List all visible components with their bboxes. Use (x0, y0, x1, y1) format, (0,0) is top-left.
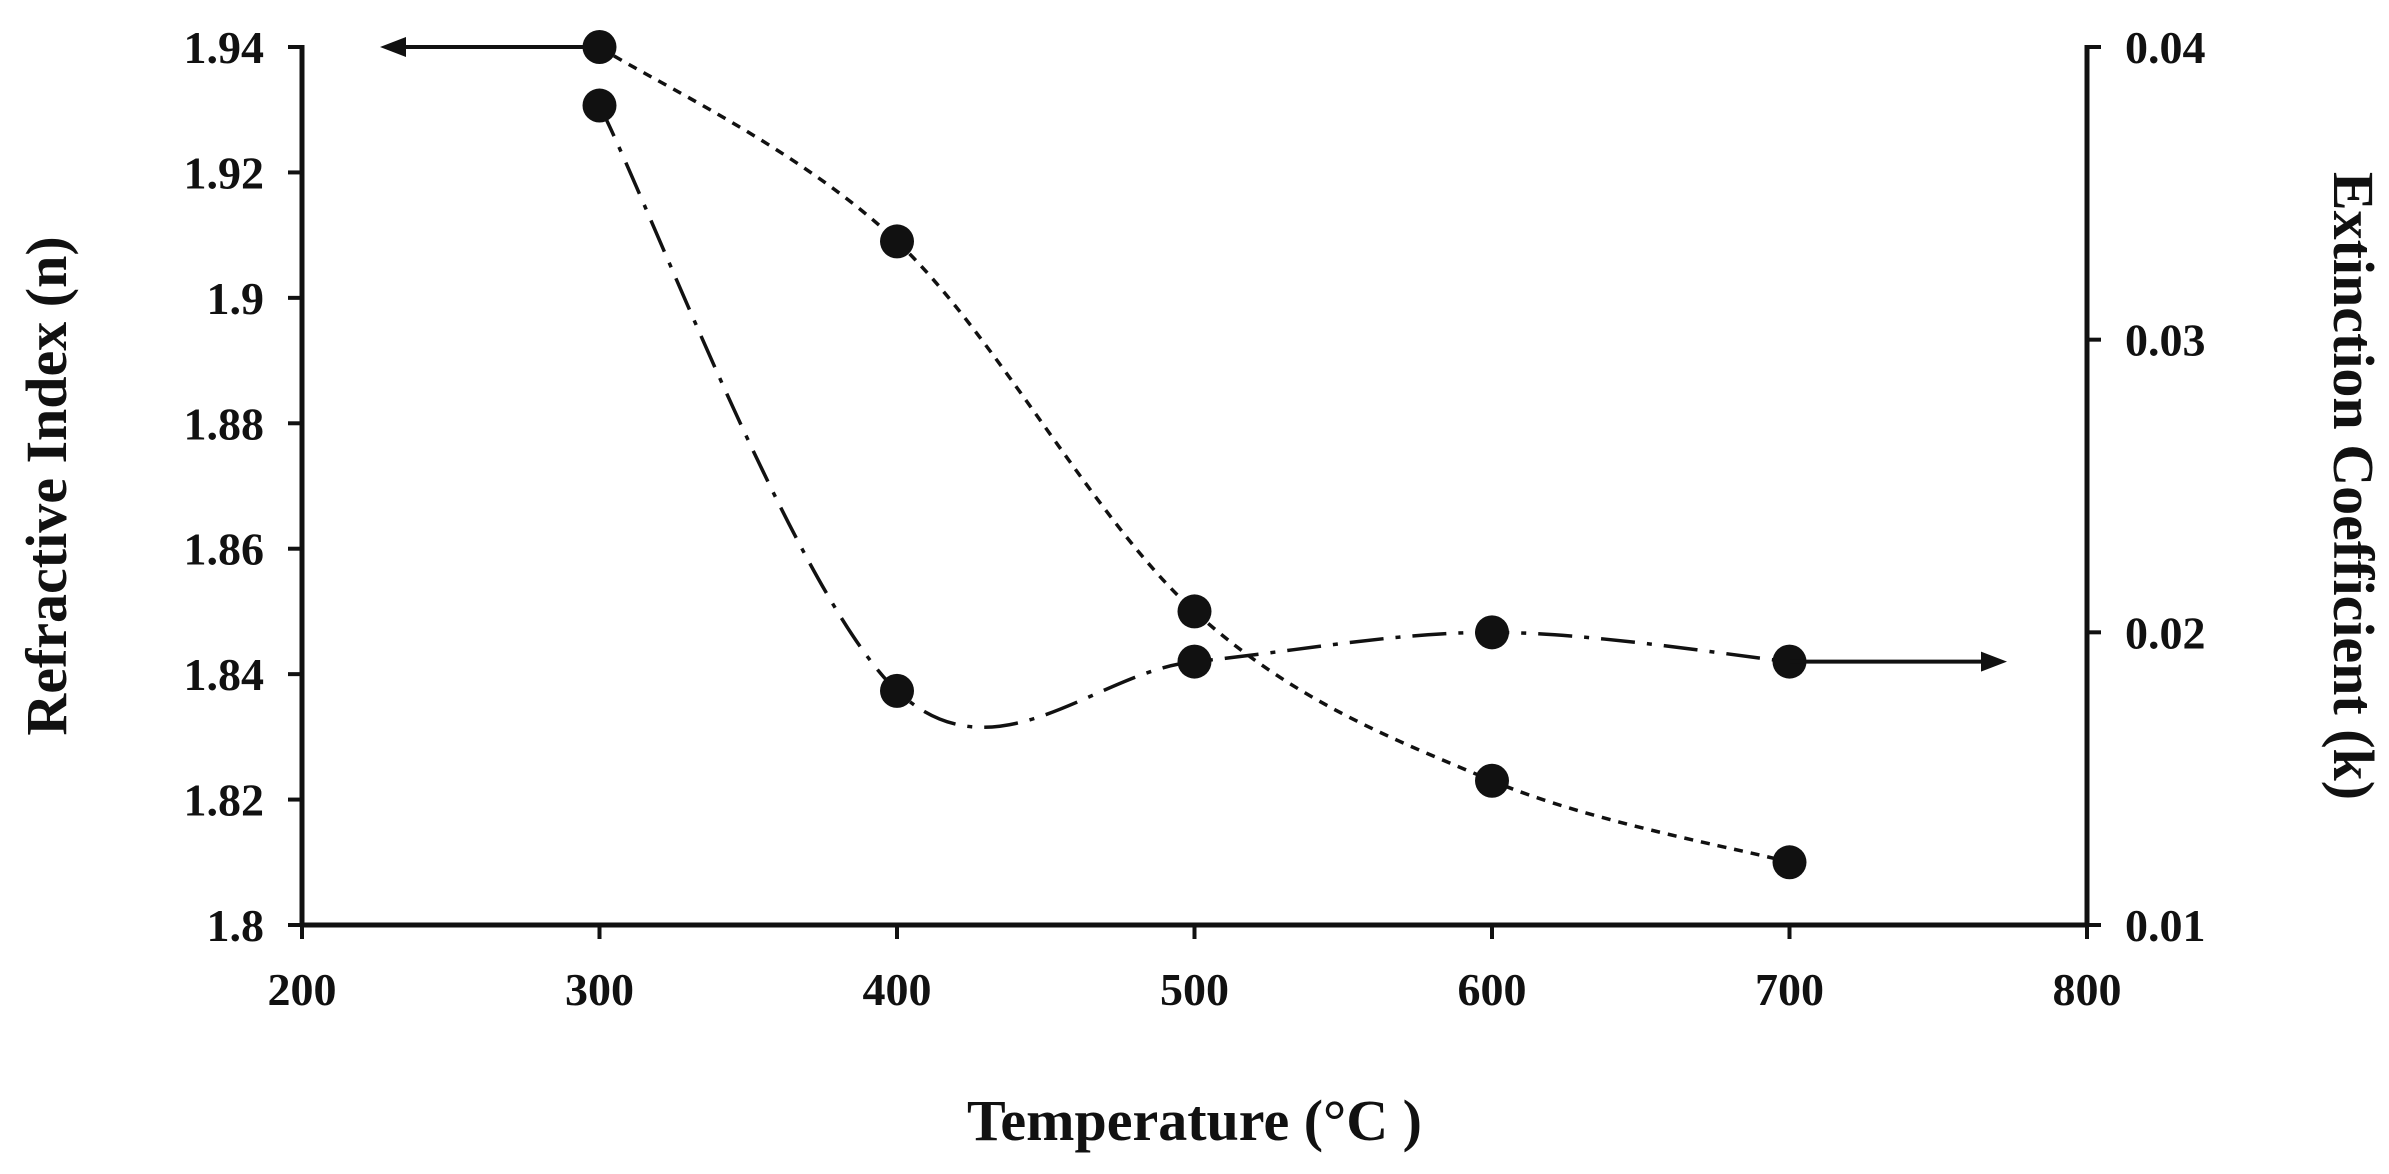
series-1 (582, 30, 1807, 880)
tick-labels: 200 300 400 500 600 700 800 1.8 1.82 1.84 1.86 1.88… (184, 22, 2206, 1015)
y-tick-label: 1.9 (207, 273, 265, 324)
series-1-point (1475, 763, 1509, 798)
y-tick-label: 1.94 (184, 22, 265, 73)
series-layer (582, 30, 1807, 880)
x-tick-label: 600 (1458, 964, 1527, 1015)
y-tick-label: 1.8 (207, 900, 265, 951)
series-2-point (1475, 615, 1509, 650)
x-tick-label: 300 (565, 964, 634, 1015)
series-2-line (597, 104, 1790, 730)
series-2-point (582, 88, 617, 123)
series-1-line (598, 45, 1790, 864)
x-tick-label: 700 (1755, 964, 1824, 1015)
arrow-left (380, 37, 600, 57)
x-tick-label: 500 (1160, 964, 1229, 1015)
y-tick-label: 1.92 (184, 147, 265, 198)
series-1-point (880, 224, 914, 259)
annotation-arrows (380, 37, 2007, 672)
y-tick-label: 1.86 (184, 524, 265, 575)
x-tick-label: 800 (2053, 964, 2122, 1015)
arrow-head (1981, 651, 2007, 672)
y2-tick-label: 0.04 (2125, 22, 2206, 73)
y2-tick-label: 0.03 (2125, 315, 2206, 366)
arrow-right (1789, 651, 2007, 672)
series-1-point (1772, 845, 1807, 880)
y2-tick-label: 0.01 (2125, 900, 2206, 951)
y-tick-label: 1.88 (184, 398, 265, 449)
x-tick-label: 400 (863, 964, 932, 1015)
y-tick-label: 1.82 (184, 775, 265, 826)
series-2-point (1177, 644, 1212, 679)
y2-axis-title: Extinction Coefficient (k) (2321, 172, 2386, 800)
arrow-head (380, 37, 406, 57)
series-2-point (880, 673, 914, 708)
axes (288, 45, 2101, 939)
y-tick-label: 1.84 (184, 649, 265, 700)
x-axis-title: Temperature (°C ) (967, 1088, 1422, 1153)
series-2 (582, 88, 1807, 730)
y2-tick-label: 0.02 (2125, 607, 2206, 658)
x-tick-label: 200 (268, 964, 337, 1015)
series-1-point (1177, 594, 1212, 629)
y-axis-title: Refractive Index (n) (14, 236, 79, 735)
